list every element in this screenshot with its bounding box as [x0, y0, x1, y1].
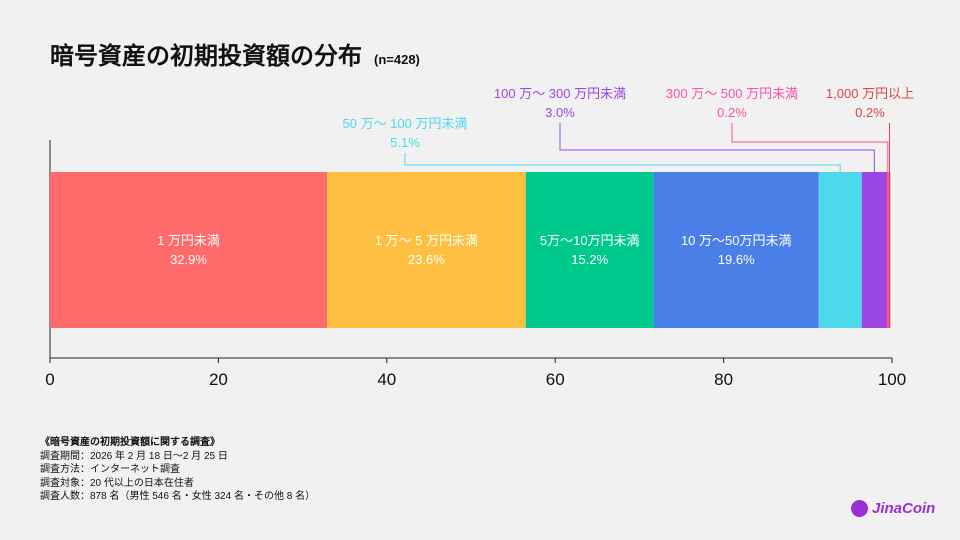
bar-segment	[327, 172, 526, 328]
segment-label: 1 万円未満	[157, 233, 220, 248]
note-method: 調査方法：インターネット調査	[40, 464, 180, 475]
callout-leader-line	[559, 123, 875, 172]
callout-value: 3.0%	[545, 105, 575, 120]
bar-segment	[818, 172, 862, 328]
note-target: 調査対象：20 代以上の日本在住者	[40, 477, 194, 489]
x-tick-label: 80	[714, 370, 733, 389]
callout-label: 1,000 万円以上	[826, 86, 914, 101]
bar-segment	[861, 172, 887, 328]
callout-leader-line	[731, 123, 889, 172]
x-tick-label: 0	[45, 370, 54, 389]
segment-label: 10 万〜50万円未満	[681, 233, 792, 248]
sample-size: (n=428)	[374, 52, 420, 67]
segment-label: 1 万〜 5 万円未満	[375, 233, 478, 248]
segment-value: 15.2%	[571, 252, 608, 267]
x-tick-label: 100	[878, 370, 906, 389]
coin-icon	[851, 500, 868, 517]
callout-value: 5.1%	[390, 135, 420, 150]
callout-label: 50 万〜 100 万円未満	[343, 116, 468, 131]
segment-value: 23.6%	[408, 252, 445, 267]
note-count: 調査人数：878 名（男性 546 名・女性 324 名・その他 8 名）	[40, 491, 316, 502]
segment-value: 32.9%	[170, 252, 207, 267]
segment-value: 19.6%	[718, 252, 755, 267]
logo: JinaCoin	[851, 500, 935, 517]
survey-notes: 《暗号資産の初期投資額に関する調査》 調査期間：2026 年 2 月 18 日〜…	[40, 436, 315, 504]
bar-segment	[653, 172, 819, 328]
note-heading: 《暗号資産の初期投資額に関する調査》	[40, 437, 220, 448]
callout-label: 300 万〜 500 万円未満	[666, 86, 798, 101]
title-text: 暗号資産の初期投資額の分布	[50, 43, 362, 70]
bar-segment	[525, 172, 654, 328]
callout-value: 0.2%	[717, 105, 747, 120]
callout-label: 100 万〜 300 万円未満	[494, 86, 626, 101]
x-tick-label: 60	[546, 370, 565, 389]
x-tick-label: 20	[209, 370, 228, 389]
bar-segment	[888, 172, 891, 328]
callout-value: 0.2%	[855, 105, 885, 120]
segment-label: 5万〜10万円未満	[540, 233, 640, 248]
chart-title: 暗号資産の初期投資額の分布 (n=428)	[50, 36, 420, 71]
note-period: 調査期間：2026 年 2 月 18 日〜2 月 25 日	[40, 450, 228, 462]
x-tick-label: 40	[377, 370, 396, 389]
bar-segment	[886, 172, 889, 328]
bar-segment	[50, 172, 328, 328]
callout-leader-line	[404, 153, 841, 172]
logo-text: JinaCoin	[872, 500, 936, 517]
